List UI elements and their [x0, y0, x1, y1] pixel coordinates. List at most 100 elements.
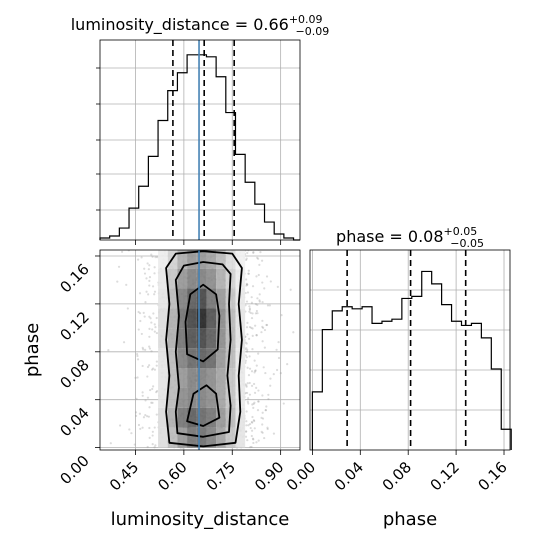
scatter-point: [117, 265, 121, 268]
scatter-point: [261, 423, 264, 426]
scatter-point: [246, 283, 249, 286]
scatter-point: [251, 348, 254, 351]
scatter-point: [252, 441, 255, 445]
hist-bin: [342, 307, 352, 450]
scatter-point: [130, 432, 133, 435]
density-cell: [158, 368, 168, 388]
density-cell: [235, 250, 246, 269]
scatter-point: [148, 364, 151, 367]
scatter-point: [245, 350, 249, 353]
scatter-point: [148, 426, 151, 430]
scatter-point: [246, 400, 249, 403]
scatter-point: [245, 420, 248, 423]
scatter-point: [262, 326, 265, 329]
scatter-point: [267, 393, 270, 396]
hist-bin: [119, 228, 129, 240]
scatter-point: [149, 317, 152, 320]
scatter-point: [248, 305, 251, 308]
scatter-point: [137, 310, 140, 314]
scatter-point: [145, 277, 148, 280]
scatter-point: [248, 325, 252, 329]
scatter-point: [146, 262, 149, 265]
scatter-point: [248, 308, 251, 311]
scatter-point: [143, 315, 146, 318]
y-tick-label: 0.12: [56, 308, 92, 344]
contour-line: [165, 250, 243, 448]
scatter-point: [244, 430, 248, 433]
density-cell: [158, 250, 168, 269]
scatter-point: [248, 337, 251, 340]
scatter-point: [261, 300, 264, 304]
scatter-point: [245, 384, 248, 387]
scatter-point: [245, 300, 249, 303]
title-phase: phase = 0.08+0.05 −0.05: [336, 225, 484, 250]
scatter-point: [107, 349, 110, 352]
scatter-point: [279, 372, 282, 375]
density-cell: [177, 288, 188, 309]
scatter-point: [155, 391, 158, 394]
scatter-point: [252, 382, 256, 386]
scatter-point: [151, 443, 154, 446]
scatter-point: [146, 445, 149, 449]
scatter-point: [148, 276, 152, 279]
hist-bin: [235, 154, 245, 240]
scatter-point: [255, 334, 258, 337]
scatter-point: [257, 400, 260, 403]
scatter-point: [139, 427, 142, 430]
scatter-point: [251, 312, 254, 315]
scatter-point: [148, 284, 151, 287]
scatter-point: [257, 389, 260, 392]
density-cell: [206, 407, 217, 428]
scatter-point: [246, 391, 249, 395]
scatter-point: [252, 251, 255, 254]
scatter-point: [269, 377, 272, 380]
density-cells: [158, 250, 246, 448]
scatter-point: [250, 296, 253, 299]
scatter-point: [153, 426, 156, 429]
scatter-point: [151, 430, 154, 433]
scatter-point: [252, 251, 255, 255]
title-luminosity-distance: luminosity_distance = 0.66+0.09 −0.09: [71, 13, 330, 38]
scatter-point: [147, 415, 150, 418]
scatter-point: [277, 341, 280, 344]
scatter-point: [258, 299, 261, 302]
scatter-point: [245, 410, 248, 413]
density-cell: [196, 308, 207, 329]
density-cell: [177, 348, 188, 369]
scatter-point: [261, 411, 264, 414]
scatter-point: [138, 292, 142, 295]
hist-bin: [187, 55, 197, 240]
density-cell: [196, 268, 207, 289]
scatter-point: [245, 385, 248, 388]
density-cell: [196, 348, 207, 369]
density-cell: [167, 427, 178, 448]
scatter-point: [261, 431, 264, 434]
scatter-point: [250, 316, 254, 320]
scatter-point: [245, 257, 248, 260]
scatter-point: [249, 311, 252, 314]
hist-bin: [412, 296, 422, 450]
hist-bin: [481, 338, 491, 450]
x-tick-label: 0.04: [331, 458, 367, 494]
scatter-point: [136, 358, 140, 361]
scatter-point: [142, 416, 146, 419]
density-cell: [158, 427, 168, 448]
scatter-point: [250, 445, 253, 449]
density-cell: [216, 348, 226, 369]
scatter-point: [244, 354, 247, 357]
scatter-point: [247, 269, 250, 272]
scatter-point: [138, 312, 142, 315]
scatter-point: [252, 419, 255, 422]
scatter-point: [260, 416, 263, 419]
scatter-point: [153, 330, 156, 333]
hist-bin: [362, 307, 372, 450]
scatter-point: [245, 258, 248, 262]
scatter-point: [251, 327, 254, 330]
density-cell: [196, 368, 207, 388]
density-cell: [216, 427, 226, 448]
density-cell: [167, 268, 178, 289]
hist-bin: [491, 369, 501, 450]
scatter-point: [153, 272, 156, 275]
scatter-point: [141, 364, 144, 368]
scatter-point: [250, 384, 254, 387]
